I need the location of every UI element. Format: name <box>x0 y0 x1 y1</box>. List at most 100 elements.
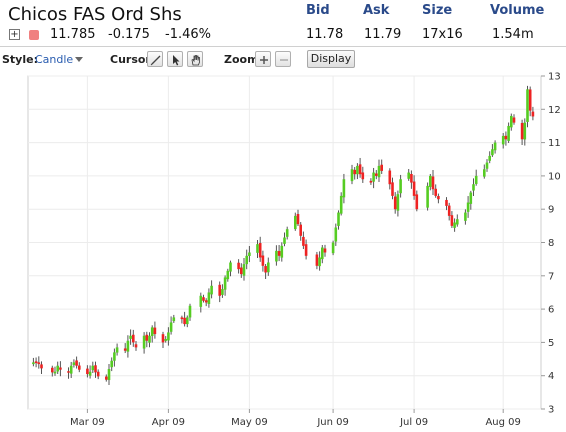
candle-body[interactable] <box>396 194 400 211</box>
candle-body[interactable] <box>531 111 535 117</box>
candle-body[interactable] <box>91 365 95 371</box>
candle-body[interactable] <box>113 352 116 361</box>
candle-body[interactable] <box>526 89 529 122</box>
candle-body[interactable] <box>412 181 416 196</box>
candle-body[interactable] <box>375 173 378 176</box>
candle-body[interactable] <box>507 125 510 141</box>
candle-body[interactable] <box>264 266 267 273</box>
candle-body[interactable] <box>67 371 70 373</box>
candle-body[interactable] <box>150 327 154 336</box>
candle-body[interactable] <box>105 376 108 380</box>
zoom-in-icon[interactable] <box>255 51 271 67</box>
candle-body[interactable] <box>350 169 354 182</box>
candle-body[interactable] <box>294 215 297 230</box>
candle-body[interactable] <box>172 317 176 322</box>
candle-body[interactable] <box>37 362 41 365</box>
candle-body[interactable] <box>275 250 278 262</box>
candle-body[interactable] <box>337 212 340 226</box>
pencil-icon[interactable] <box>147 51 163 67</box>
candle-body[interactable] <box>469 192 473 204</box>
candle-body[interactable] <box>491 149 494 156</box>
candle-body[interactable] <box>464 212 467 221</box>
candle-body[interactable] <box>415 194 419 210</box>
candle-body[interactable] <box>334 227 338 242</box>
candle-body[interactable] <box>59 367 62 370</box>
zoom-out-icon[interactable] <box>275 51 291 67</box>
candle-body[interactable] <box>169 322 173 332</box>
candle-body[interactable] <box>410 174 413 183</box>
candle-body[interactable] <box>302 236 305 246</box>
candle-body[interactable] <box>331 242 335 254</box>
candle-body[interactable] <box>315 254 319 266</box>
candle-body[interactable] <box>445 199 448 206</box>
candle-body[interactable] <box>399 179 402 194</box>
candle-body[interactable] <box>180 317 184 320</box>
candle-body[interactable] <box>226 270 230 280</box>
candle-body[interactable] <box>485 162 489 169</box>
candle-body[interactable] <box>223 277 227 290</box>
style-dropdown[interactable]: Candle <box>35 53 74 66</box>
candle-body[interactable] <box>453 222 456 228</box>
candle-body[interactable] <box>75 360 78 366</box>
candle-body[interactable] <box>107 369 111 381</box>
candle-body[interactable] <box>126 340 130 352</box>
candle-body[interactable] <box>202 297 205 301</box>
candle-body[interactable] <box>242 264 246 276</box>
candle-body[interactable] <box>466 202 470 212</box>
candle-body[interactable] <box>318 257 321 267</box>
candle-body[interactable] <box>53 371 57 374</box>
candle-body[interactable] <box>34 361 38 364</box>
candle-body[interactable] <box>245 255 248 265</box>
candle-body[interactable] <box>353 169 356 175</box>
candle-body[interactable] <box>434 188 437 196</box>
candle-body[interactable] <box>277 251 281 256</box>
candle-body[interactable] <box>229 262 232 272</box>
candle-body[interactable] <box>240 267 243 275</box>
chevron-down-icon[interactable] <box>75 57 83 62</box>
candle-body[interactable] <box>145 334 149 341</box>
candle-body[interactable] <box>280 245 284 258</box>
candle-body[interactable] <box>437 196 440 200</box>
candle-body[interactable] <box>96 371 100 377</box>
candle-body[interactable] <box>285 229 289 237</box>
candle-body[interactable] <box>304 244 308 256</box>
candle-body[interactable] <box>356 165 359 175</box>
candle-body[interactable] <box>474 175 478 184</box>
candle-body[interactable] <box>504 135 508 140</box>
candle-body[interactable] <box>134 344 138 348</box>
candle-body[interactable] <box>258 243 262 258</box>
candle-body[interactable] <box>56 365 59 372</box>
candle-body[interactable] <box>493 142 497 151</box>
hand-icon[interactable] <box>187 51 203 67</box>
candle-body[interactable] <box>129 335 132 339</box>
candle-body[interactable] <box>483 169 486 177</box>
candle-body[interactable] <box>323 248 327 253</box>
candle-body[interactable] <box>472 184 475 191</box>
candle-body[interactable] <box>510 115 513 128</box>
candle-body[interactable] <box>188 305 192 318</box>
plus-box-icon[interactable]: + <box>9 29 20 40</box>
candle-body[interactable] <box>377 165 381 178</box>
candle-body[interactable] <box>115 347 119 353</box>
candle-body[interactable] <box>456 219 459 225</box>
candle-body[interactable] <box>523 122 527 140</box>
candle-body[interactable] <box>94 365 97 373</box>
candle-body[interactable] <box>407 172 410 179</box>
candle-body[interactable] <box>261 255 265 266</box>
candle-body[interactable] <box>204 300 208 303</box>
candle-body[interactable] <box>339 195 343 214</box>
candle-body[interactable] <box>450 215 454 226</box>
candle-body[interactable] <box>296 214 300 225</box>
candle-body[interactable] <box>86 368 89 375</box>
candle-body[interactable] <box>361 172 365 180</box>
candle-body[interactable] <box>148 335 151 343</box>
candle-body[interactable] <box>40 364 43 369</box>
candle-body[interactable] <box>429 175 432 187</box>
candle-body[interactable] <box>380 164 383 171</box>
candle-body[interactable] <box>221 289 224 295</box>
candle-body[interactable] <box>501 135 505 145</box>
candle-body[interactable] <box>210 285 213 295</box>
display-button[interactable]: Display <box>307 50 355 68</box>
candle-body[interactable] <box>199 295 203 307</box>
candle-body[interactable] <box>358 164 362 175</box>
